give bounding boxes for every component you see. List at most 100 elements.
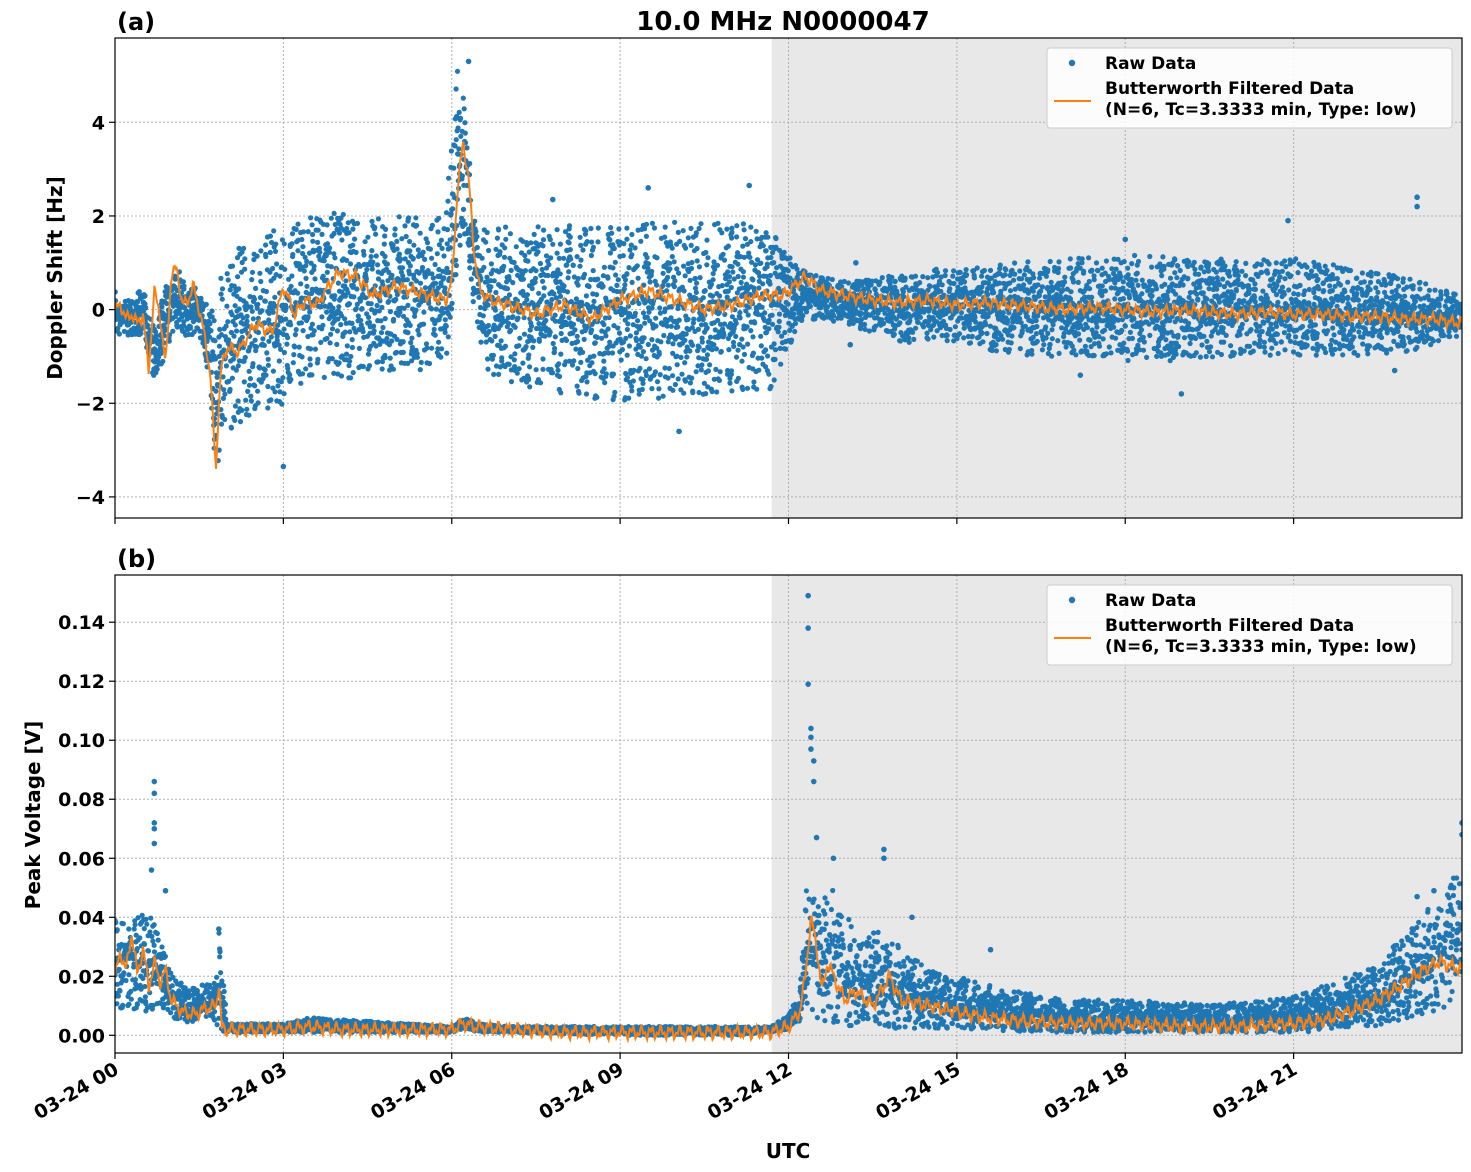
raw-data-point <box>940 318 947 324</box>
raw-data-point <box>442 329 448 335</box>
raw-data-point <box>402 256 408 262</box>
raw-data-point <box>1247 286 1253 292</box>
raw-data-point <box>1291 305 1297 311</box>
raw-data-point <box>735 250 741 256</box>
raw-data-point <box>750 350 757 356</box>
raw-data-point <box>570 262 576 268</box>
raw-data-point <box>1314 331 1320 337</box>
raw-data-point <box>1129 281 1135 287</box>
raw-data-point <box>310 238 316 244</box>
raw-data-point <box>1087 286 1093 292</box>
raw-data-point <box>1093 260 1100 266</box>
raw-data-point <box>1252 286 1258 292</box>
raw-data-point <box>1214 322 1220 328</box>
raw-data-point <box>1226 273 1233 279</box>
raw-data-point <box>979 330 985 336</box>
raw-data-point <box>263 253 269 260</box>
raw-data-point <box>1379 334 1385 341</box>
raw-data-point <box>224 303 230 309</box>
raw-data-point <box>324 269 330 275</box>
raw-data-point <box>369 248 375 254</box>
raw-data-point <box>303 275 309 281</box>
raw-data-point <box>284 341 290 347</box>
raw-data-point <box>782 329 788 336</box>
raw-data-point <box>405 302 411 308</box>
raw-data-point <box>897 320 903 326</box>
raw-data-point <box>1119 327 1125 333</box>
raw-data-point <box>645 261 652 267</box>
raw-data-point <box>1282 276 1288 282</box>
raw-data-point <box>345 220 351 226</box>
raw-data-point <box>485 322 491 329</box>
raw-data-point <box>304 283 310 289</box>
raw-data-point <box>420 249 426 255</box>
raw-data-point <box>691 316 697 322</box>
raw-data-point <box>1389 289 1395 295</box>
raw-data-point <box>285 335 291 341</box>
raw-data-point <box>1022 323 1028 329</box>
raw-data-point <box>657 310 664 316</box>
raw-data-point <box>561 255 567 261</box>
raw-data-point <box>1256 333 1263 339</box>
raw-data-point <box>223 323 229 329</box>
raw-data-point <box>1000 310 1006 316</box>
raw-data-point <box>613 272 619 278</box>
raw-data-point <box>221 387 227 393</box>
raw-data-point <box>1092 334 1098 340</box>
raw-data-point <box>564 262 570 268</box>
raw-data-point <box>285 365 291 371</box>
raw-data-point <box>316 245 322 251</box>
raw-data-point <box>248 393 254 399</box>
raw-data-point <box>731 276 737 282</box>
raw-data-point <box>1165 296 1171 302</box>
raw-data-point <box>638 324 644 330</box>
raw-data-point <box>623 370 629 377</box>
raw-data-point <box>660 270 666 276</box>
raw-data-point <box>1061 279 1068 285</box>
raw-data-point <box>556 361 562 367</box>
raw-data-point <box>363 295 369 301</box>
raw-data-point <box>432 320 438 327</box>
raw-data-point <box>344 343 350 349</box>
raw-data-point <box>508 354 514 360</box>
panel-a-ylabel: Doppler Shift [Hz] <box>43 176 67 380</box>
raw-data-point <box>532 279 538 285</box>
raw-data-point <box>227 386 233 393</box>
raw-data-point <box>1291 291 1297 297</box>
raw-data-point <box>1043 335 1049 341</box>
raw-data-point <box>332 255 338 261</box>
raw-data-point <box>702 288 708 294</box>
raw-data-point <box>280 375 286 381</box>
raw-data-point <box>728 284 734 291</box>
raw-data-point <box>328 264 334 270</box>
raw-data-point <box>649 305 655 311</box>
raw-data-point <box>342 316 348 322</box>
raw-data-point <box>356 345 362 351</box>
raw-data-point <box>766 326 772 332</box>
raw-data-point <box>334 341 340 347</box>
raw-data-point <box>1383 294 1389 300</box>
raw-data-point <box>670 350 676 356</box>
raw-data-point <box>760 281 766 287</box>
raw-data-point <box>236 286 242 292</box>
raw-data-point <box>726 347 732 353</box>
raw-data-point <box>458 133 464 139</box>
raw-data-point <box>707 334 714 340</box>
raw-data-point <box>942 272 948 279</box>
raw-data-point <box>708 281 715 287</box>
raw-data-point <box>307 309 313 315</box>
raw-data-point <box>1177 267 1183 274</box>
raw-data-point <box>275 383 281 389</box>
raw-data-point <box>540 356 546 362</box>
raw-data-point <box>1055 265 1062 272</box>
raw-data-point <box>460 95 466 101</box>
raw-data-point <box>220 374 226 380</box>
raw-data-point <box>1202 317 1208 323</box>
raw-data-point <box>1364 320 1370 326</box>
raw-data-point <box>220 395 226 401</box>
raw-data-point <box>329 326 336 332</box>
raw-data-point <box>442 317 448 323</box>
raw-data-point <box>263 288 269 295</box>
raw-data-point <box>511 357 517 363</box>
